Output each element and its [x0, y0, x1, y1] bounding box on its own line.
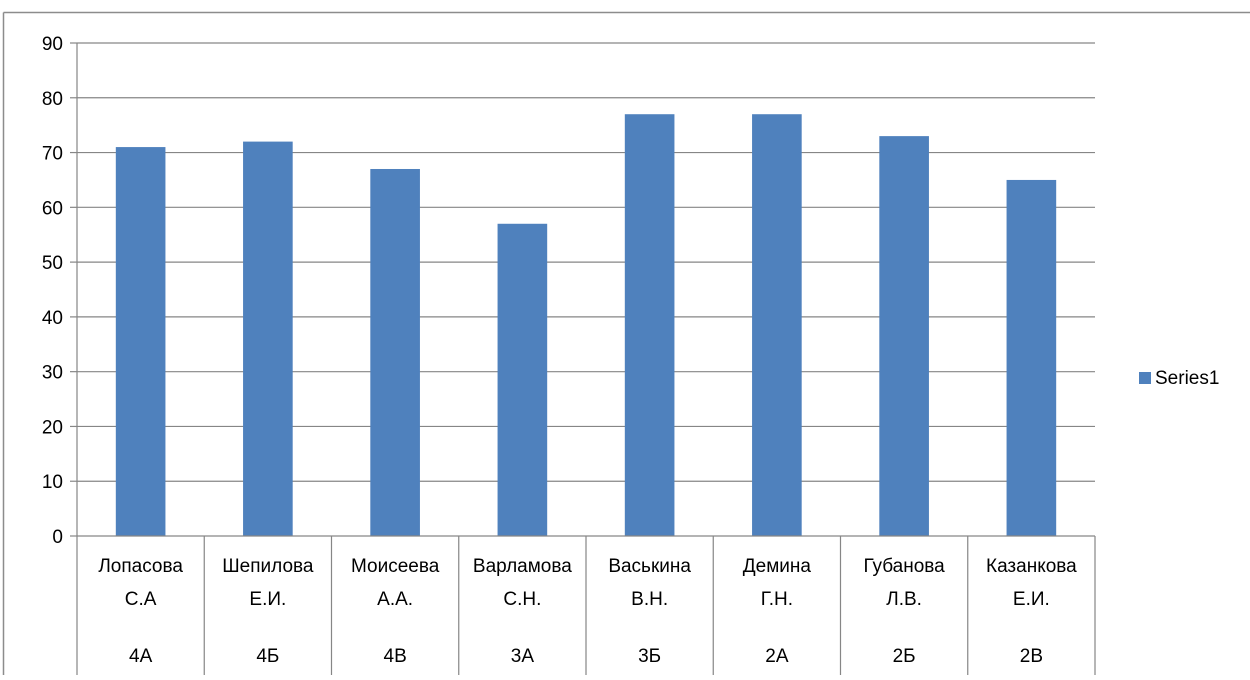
legend-swatch: [1139, 372, 1151, 384]
category-initials-label: Г.Н.: [761, 589, 793, 610]
category-group-label: 4Б: [256, 646, 279, 667]
category-group-label: 4А: [129, 646, 153, 667]
category-name-label: Казанкова: [986, 556, 1077, 577]
bar: [879, 136, 929, 536]
bar: [243, 141, 293, 536]
y-tick-labels: 0 10 20 30 40 50 60 70 80 90: [42, 34, 63, 548]
y-tick-label: 30: [42, 363, 63, 384]
category-name-label: Губанова: [863, 556, 945, 577]
category-initials-label: Л.В.: [886, 589, 922, 610]
bar: [370, 168, 420, 536]
bar: [115, 147, 166, 537]
x-category-labels: Лопасова С.А 4А Шепилова Е.И. 4Б Моисеева А.А. 4…: [98, 556, 1077, 667]
category-group-label: 3А: [511, 646, 535, 667]
category-name-label: Шепилова: [222, 556, 314, 577]
category-group-label: 4В: [384, 646, 407, 667]
category-initials-label: С.А: [125, 589, 157, 610]
bars: [115, 114, 1057, 537]
y-tick-label: 40: [42, 308, 63, 329]
y-tick-label: 70: [42, 144, 63, 165]
bar: [624, 114, 675, 536]
category-name-label: Моисеева: [351, 556, 440, 577]
category-group-label: 2А: [765, 646, 789, 667]
y-tick-label: 10: [42, 472, 63, 493]
gridlines: [77, 42, 1095, 482]
y-tick-label: 0: [52, 527, 63, 548]
y-tick-label: 80: [42, 89, 63, 110]
legend-label: Series1: [1155, 368, 1219, 389]
y-tick-label: 60: [42, 198, 63, 219]
bar: [1006, 179, 1057, 536]
category-group-label: 2Б: [893, 646, 916, 667]
y-tick-label: 50: [42, 253, 63, 274]
category-name-label: Демина: [743, 556, 812, 577]
category-initials-label: В.Н.: [631, 589, 668, 610]
category-initials-label: С.Н.: [503, 589, 541, 610]
y-tick-label: 90: [42, 34, 63, 55]
category-initials-label: Е.И.: [1013, 589, 1050, 610]
category-name-label: Варламова: [473, 556, 572, 577]
category-initials-label: Е.И.: [249, 589, 286, 610]
category-name-label: Васькина: [608, 556, 691, 577]
category-name-label: Лопасова: [98, 556, 183, 577]
category-group-label: 2В: [1020, 646, 1043, 667]
legend: Series1: [1139, 368, 1219, 389]
bar: [752, 114, 802, 536]
category-initials-label: А.А.: [377, 589, 413, 610]
category-group-label: 3Б: [638, 646, 661, 667]
y-tick-label: 20: [42, 417, 63, 438]
axes: [70, 42, 1096, 675]
bar: [497, 223, 548, 536]
